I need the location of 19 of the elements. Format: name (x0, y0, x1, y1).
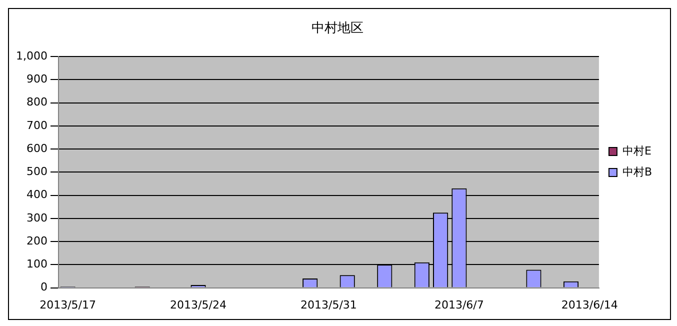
y-tick-label: 100 (26, 258, 48, 271)
legend-label: 中村E (622, 144, 652, 158)
x-tick-label: 2013/5/24 (170, 298, 226, 312)
y-tick-label: 900 (26, 72, 48, 86)
x-tick-label: 2013/5/17 (40, 298, 96, 312)
y-tick-label: 700 (26, 118, 48, 132)
y-tick-label: 600 (26, 142, 48, 155)
y-tick-label: 500 (26, 165, 48, 178)
y-tick-label: 300 (26, 211, 48, 224)
y-tick-label: 400 (26, 188, 48, 202)
y-tick-label: 200 (26, 234, 48, 248)
y-tick-label: 0 (40, 280, 48, 294)
chart-title: 中村地区 (312, 21, 364, 36)
x-tick-label: 2013/6/7 (434, 298, 484, 312)
y-tick-label: 800 (26, 96, 48, 109)
y-tick-label: 1,000 (16, 49, 48, 62)
x-tick-label: 2013/6/14 (561, 298, 618, 312)
legend-label: 中村B (622, 165, 652, 178)
x-tick-label: 2013/5/31 (300, 298, 357, 312)
